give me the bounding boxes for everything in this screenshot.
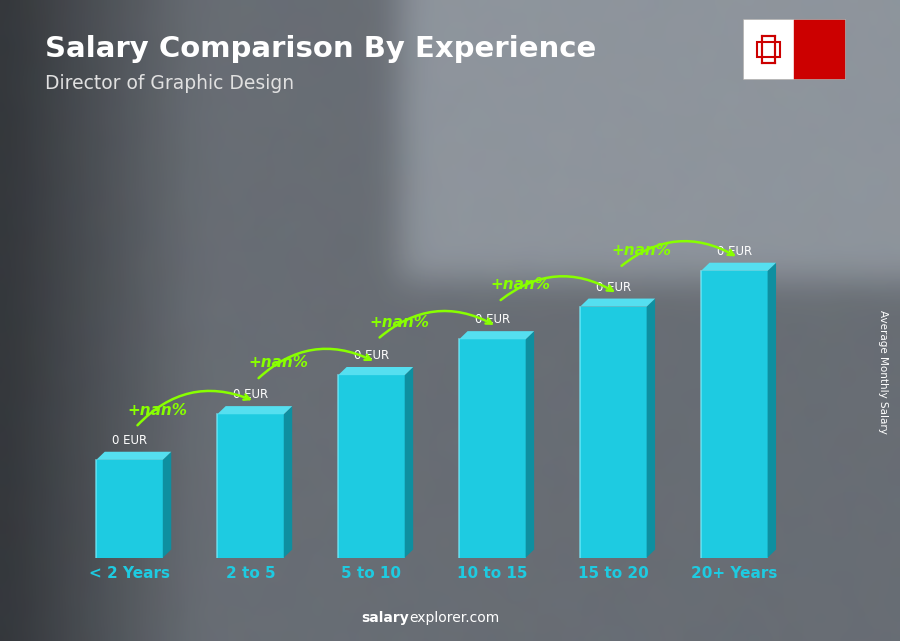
Polygon shape: [526, 331, 534, 558]
Text: 0 EUR: 0 EUR: [233, 388, 268, 401]
Polygon shape: [284, 406, 292, 558]
Polygon shape: [580, 299, 655, 306]
Polygon shape: [701, 263, 776, 271]
Text: Director of Graphic Design: Director of Graphic Design: [45, 74, 294, 93]
Text: +nan%: +nan%: [127, 403, 187, 417]
Text: +nan%: +nan%: [611, 243, 670, 258]
Polygon shape: [405, 367, 413, 558]
Text: 0 EUR: 0 EUR: [112, 434, 147, 447]
Bar: [757, 42, 779, 57]
Polygon shape: [768, 263, 776, 558]
Text: +nan%: +nan%: [369, 315, 429, 329]
Text: 0 EUR: 0 EUR: [475, 313, 510, 326]
Polygon shape: [338, 367, 413, 375]
Text: 0 EUR: 0 EUR: [716, 245, 752, 258]
Bar: [794, 19, 846, 80]
Bar: [762, 37, 775, 63]
Polygon shape: [163, 452, 171, 558]
Bar: [742, 19, 794, 80]
Text: Salary Comparison By Experience: Salary Comparison By Experience: [45, 35, 596, 63]
Text: Average Monthly Salary: Average Monthly Salary: [878, 310, 887, 434]
Text: 0 EUR: 0 EUR: [596, 281, 631, 294]
Polygon shape: [217, 406, 292, 414]
Polygon shape: [701, 271, 768, 558]
Bar: [757, 42, 779, 57]
Text: explorer.com: explorer.com: [410, 611, 500, 625]
Polygon shape: [338, 375, 405, 558]
Polygon shape: [96, 452, 171, 460]
Text: salary: salary: [362, 611, 410, 625]
Text: +nan%: +nan%: [490, 277, 550, 292]
Polygon shape: [459, 339, 526, 558]
Polygon shape: [96, 460, 163, 558]
Polygon shape: [217, 414, 284, 558]
Polygon shape: [459, 331, 534, 339]
Text: +nan%: +nan%: [248, 355, 308, 370]
Polygon shape: [580, 306, 646, 558]
Polygon shape: [646, 299, 655, 558]
Text: 0 EUR: 0 EUR: [354, 349, 389, 362]
Bar: [762, 37, 775, 62]
